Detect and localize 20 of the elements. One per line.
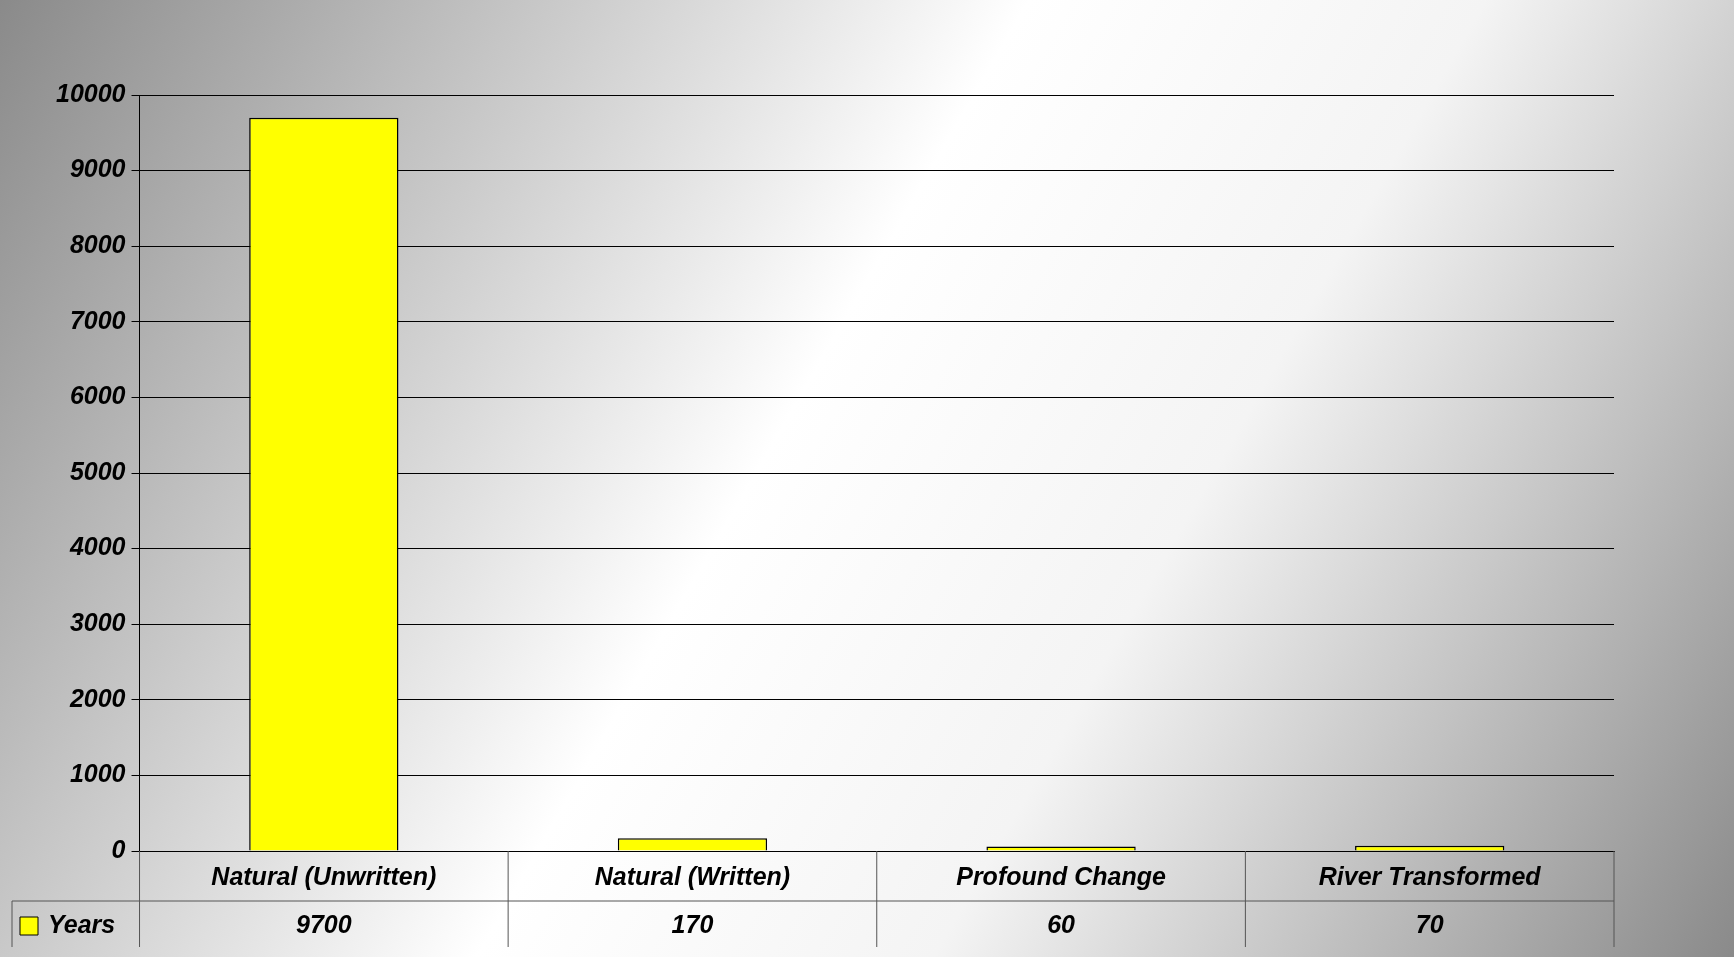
y-tick-label: 1000 [69,759,126,788]
x-tick-label: Natural (Written) [594,861,791,890]
x-tick-label: Profound Change [956,861,1167,890]
y-tick-label: 9000 [69,154,126,183]
y-tick-label: 2000 [68,683,126,712]
y-tick-label: 0 [111,834,126,863]
legend-label: Years [48,909,116,938]
x-tick-label: River Transformed [1318,861,1542,890]
data-label: 60 [1047,909,1076,938]
y-tick-label: 4000 [68,532,126,561]
data-label: 70 [1415,909,1444,938]
y-tick-label: 5000 [69,456,126,485]
y-tick-label: 6000 [69,381,126,410]
y-tick-label: 10000 [55,78,126,107]
data-label: 9700 [296,909,352,938]
y-tick-label: 7000 [69,305,126,334]
y-tick-label: 3000 [69,608,126,637]
data-label: 170 [671,909,714,938]
y-tick-label: 8000 [69,230,126,259]
x-tick-label: Natural (Unwritten) [211,861,437,890]
